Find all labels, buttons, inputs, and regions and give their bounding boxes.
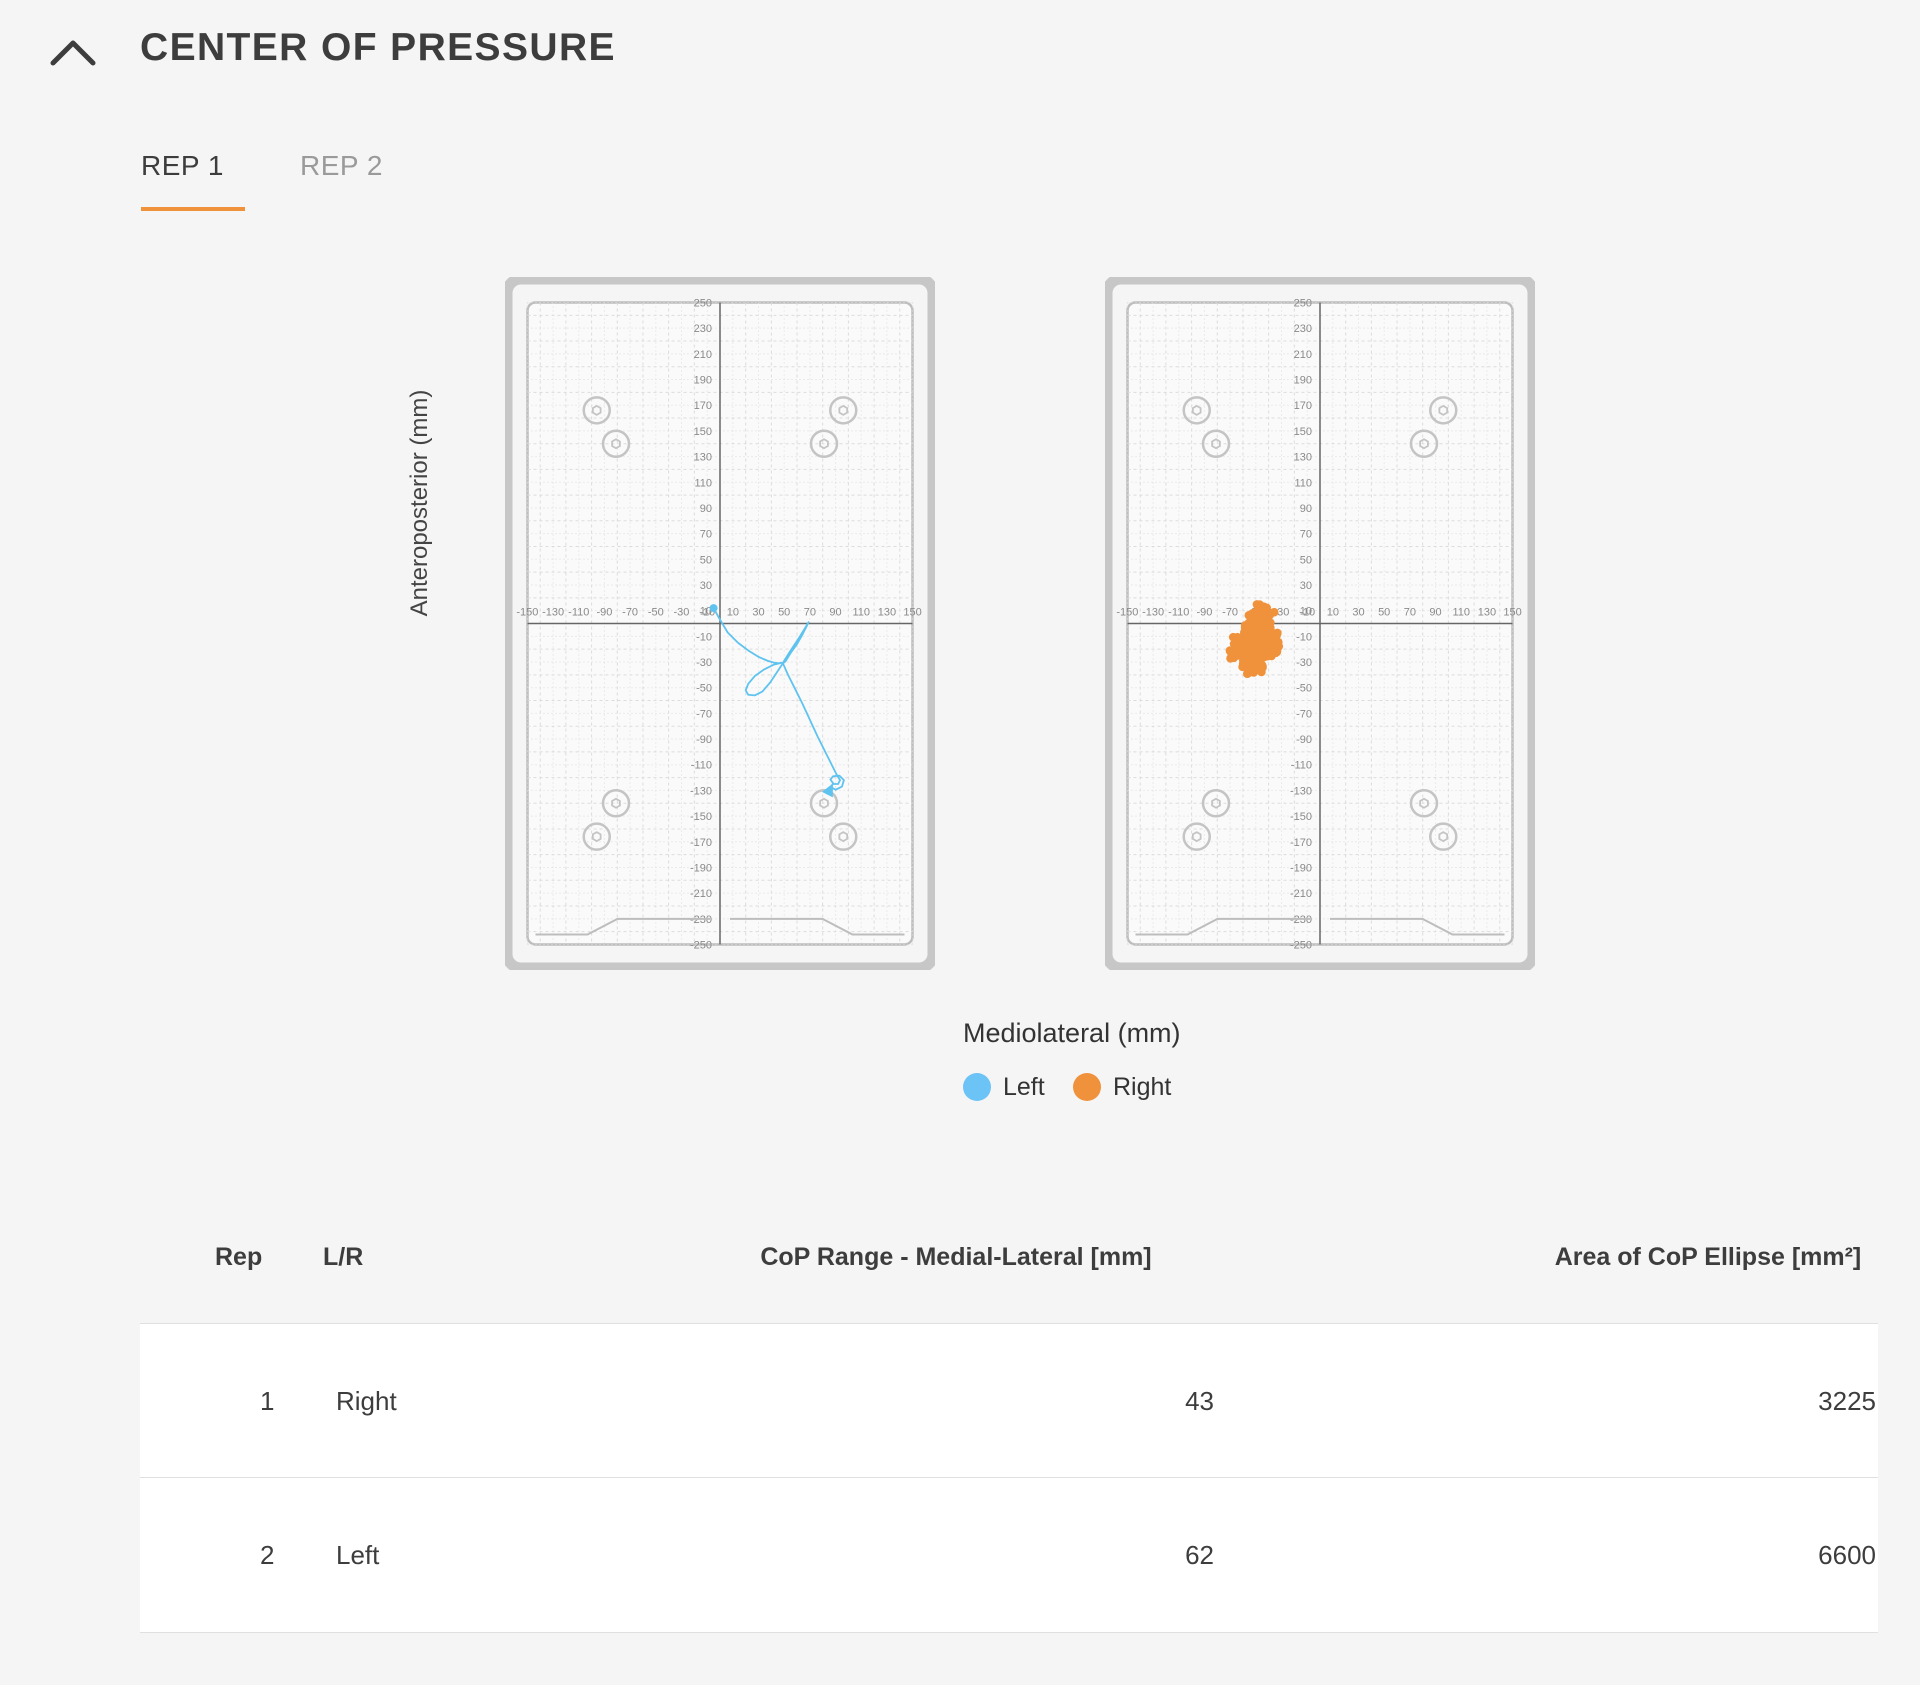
- svg-text:130: 130: [1478, 607, 1496, 619]
- svg-text:150: 150: [903, 607, 921, 619]
- svg-text:30: 30: [1300, 580, 1312, 592]
- svg-text:210: 210: [1294, 349, 1312, 361]
- svg-text:-130: -130: [1290, 785, 1312, 797]
- svg-text:-150: -150: [1116, 607, 1138, 619]
- svg-text:-110: -110: [1168, 607, 1189, 619]
- svg-text:30: 30: [1352, 607, 1364, 619]
- svg-text:50: 50: [778, 607, 790, 619]
- svg-text:150: 150: [1503, 607, 1521, 619]
- svg-text:210: 210: [694, 349, 712, 361]
- svg-text:-150: -150: [690, 811, 712, 823]
- svg-text:-110: -110: [568, 607, 589, 619]
- svg-text:190: 190: [694, 375, 712, 387]
- svg-text:-70: -70: [622, 607, 638, 619]
- svg-text:-110: -110: [1291, 760, 1312, 772]
- svg-text:130: 130: [878, 607, 896, 619]
- svg-text:150: 150: [694, 426, 712, 438]
- svg-text:-170: -170: [1290, 837, 1312, 849]
- svg-text:-90: -90: [1196, 607, 1212, 619]
- svg-text:-130: -130: [542, 607, 564, 619]
- svg-text:-210: -210: [1290, 888, 1312, 900]
- svg-text:-130: -130: [1142, 607, 1164, 619]
- svg-text:110: 110: [1294, 477, 1312, 489]
- svg-text:-190: -190: [690, 862, 712, 874]
- svg-text:70: 70: [1300, 529, 1312, 541]
- svg-text:250: 250: [694, 298, 712, 310]
- svg-text:-30: -30: [674, 607, 690, 619]
- svg-text:-70: -70: [1222, 607, 1238, 619]
- svg-text:90: 90: [700, 503, 712, 515]
- svg-text:90: 90: [1429, 607, 1441, 619]
- svg-text:-30: -30: [1296, 657, 1312, 669]
- svg-text:10: 10: [1300, 606, 1312, 618]
- svg-text:10: 10: [727, 607, 739, 619]
- svg-text:30: 30: [700, 580, 712, 592]
- svg-text:230: 230: [1294, 323, 1312, 335]
- svg-text:-150: -150: [516, 607, 538, 619]
- svg-text:50: 50: [700, 554, 712, 566]
- svg-text:150: 150: [1294, 426, 1312, 438]
- svg-text:-50: -50: [1296, 683, 1312, 695]
- svg-text:-170: -170: [690, 837, 712, 849]
- svg-text:230: 230: [694, 323, 712, 335]
- svg-text:-250: -250: [690, 940, 712, 952]
- svg-text:30: 30: [752, 607, 764, 619]
- svg-text:-250: -250: [1290, 940, 1312, 952]
- svg-text:-10: -10: [696, 631, 712, 643]
- svg-text:-10: -10: [1296, 631, 1312, 643]
- svg-text:-90: -90: [596, 607, 612, 619]
- svg-text:-190: -190: [1290, 862, 1312, 874]
- svg-text:-70: -70: [696, 708, 712, 720]
- svg-text:70: 70: [804, 607, 816, 619]
- svg-text:50: 50: [1300, 554, 1312, 566]
- svg-text:-50: -50: [696, 683, 712, 695]
- svg-text:-210: -210: [690, 888, 712, 900]
- svg-text:170: 170: [1294, 400, 1312, 412]
- svg-text:110: 110: [694, 477, 712, 489]
- svg-text:250: 250: [1294, 298, 1312, 310]
- svg-text:-150: -150: [1290, 811, 1312, 823]
- svg-text:130: 130: [1294, 452, 1312, 464]
- svg-text:90: 90: [1300, 503, 1312, 515]
- svg-text:70: 70: [1404, 607, 1416, 619]
- svg-text:-30: -30: [696, 657, 712, 669]
- svg-text:90: 90: [829, 607, 841, 619]
- svg-text:110: 110: [1452, 607, 1470, 619]
- svg-text:-130: -130: [690, 785, 712, 797]
- svg-text:10: 10: [1327, 607, 1339, 619]
- svg-text:130: 130: [694, 452, 712, 464]
- svg-text:-90: -90: [696, 734, 712, 746]
- svg-text:-90: -90: [1296, 734, 1312, 746]
- svg-text:-50: -50: [648, 607, 664, 619]
- svg-text:-110: -110: [691, 760, 712, 772]
- svg-text:110: 110: [852, 607, 870, 619]
- svg-text:70: 70: [700, 529, 712, 541]
- svg-text:190: 190: [1294, 375, 1312, 387]
- svg-text:170: 170: [694, 400, 712, 412]
- svg-text:50: 50: [1378, 607, 1390, 619]
- svg-text:-70: -70: [1296, 708, 1312, 720]
